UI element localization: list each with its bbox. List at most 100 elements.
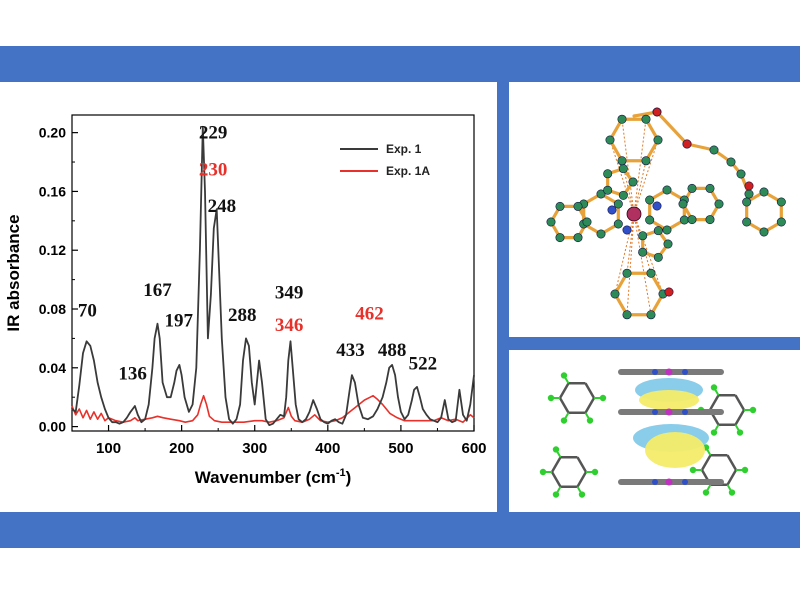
peak-label: 230 [199, 159, 228, 180]
atom [742, 217, 752, 227]
fluorine-atom [741, 466, 749, 474]
atom [705, 215, 715, 225]
atom [628, 177, 638, 187]
atom [641, 114, 651, 124]
fluorine-atom [689, 466, 697, 474]
x-tick-label: 300 [242, 440, 267, 457]
density-lobe-yellow [645, 432, 705, 468]
atom [759, 187, 769, 197]
atom [603, 185, 613, 195]
atom [573, 233, 583, 243]
atom [646, 310, 656, 320]
peak-label: 136 [118, 364, 147, 385]
atom [638, 231, 648, 241]
nitrogen-atom [682, 409, 688, 415]
peak-label: 346 [275, 315, 304, 336]
atom [618, 164, 628, 174]
nitrogen-atom [652, 479, 658, 485]
fluorine-atom [728, 489, 736, 496]
contact-line [609, 139, 635, 215]
atom [744, 189, 754, 199]
contact-line [633, 160, 647, 215]
atom [736, 169, 746, 179]
atom [573, 201, 583, 211]
atom [610, 289, 620, 299]
peak-label: 197 [164, 311, 193, 332]
legend-label-exp1: Exp. 1 [386, 142, 422, 156]
atom [662, 225, 672, 235]
bond [726, 469, 738, 486]
atom [582, 217, 592, 227]
fluorine-atom [591, 468, 599, 476]
atom [546, 217, 556, 227]
density-lobe-yellow [639, 390, 699, 410]
atom [555, 201, 565, 211]
fluorine-atom [578, 491, 586, 498]
atom [617, 114, 627, 124]
atom [638, 247, 648, 257]
x-axis-label: Wavenumber (cm-1) [195, 467, 352, 487]
peak-label: 167 [143, 280, 172, 301]
nitrogen-atom [682, 479, 688, 485]
fluorine-atom [710, 429, 718, 436]
atom [678, 199, 688, 209]
series-line-exp1a [71, 394, 475, 423]
bond [576, 456, 588, 473]
atom [653, 226, 663, 236]
atom [596, 229, 606, 239]
bond [584, 397, 596, 414]
bond [685, 142, 716, 152]
atom [641, 156, 651, 166]
atom [726, 157, 736, 167]
contact-line [626, 213, 635, 274]
metal-atom [665, 408, 673, 416]
fluorine-atom [702, 489, 710, 496]
metal-atom [665, 368, 673, 376]
atom [687, 183, 697, 193]
axis-ticks: 100 200 300 400 500 600 0.00 0.04 0.08 0.12 0.16 0.… [39, 125, 487, 457]
fluorine-atom [547, 394, 555, 402]
y-tick-label: 0.20 [39, 125, 66, 141]
fluorine-atom [560, 372, 568, 379]
bond [655, 110, 689, 146]
atom [744, 181, 754, 191]
peak-label: 288 [228, 305, 257, 326]
contact-line [626, 213, 635, 315]
atom [759, 227, 769, 237]
ir-spectrum-panel: 100 200 300 400 500 600 0.00 0.04 0.08 0.12 0.16 0.… [0, 82, 497, 512]
fluorine-atom [749, 406, 757, 414]
atom [714, 199, 724, 209]
atom [605, 135, 615, 145]
bond [734, 394, 746, 411]
atom [664, 287, 674, 297]
y-tick-label: 0.08 [39, 301, 66, 317]
peak-label: 248 [208, 196, 237, 217]
peak-label: 433 [336, 340, 365, 361]
x-tick-label: 100 [96, 440, 121, 457]
atom [618, 190, 628, 200]
x-tick-label: 400 [315, 440, 340, 457]
atom [603, 169, 613, 179]
atom [682, 139, 692, 149]
molecular-structure-panel [509, 82, 800, 337]
bond [708, 394, 720, 411]
atom [622, 310, 632, 320]
fluorine-atom [560, 417, 568, 424]
peak-label: 488 [378, 340, 407, 361]
atom [617, 156, 627, 166]
fluorine-atom [710, 384, 718, 391]
bond [550, 471, 562, 488]
legend-label-exp1a: Exp. 1A [386, 164, 430, 178]
x-tick-label: 500 [388, 440, 413, 457]
bond [558, 382, 570, 399]
atom [776, 197, 786, 207]
atom [607, 205, 617, 215]
legend: Exp. 1 Exp. 1A [340, 142, 430, 178]
atom [613, 199, 623, 209]
atom [653, 135, 663, 145]
x-tick-label: 600 [461, 440, 486, 457]
bond [734, 409, 746, 426]
atom [776, 217, 786, 227]
peak-labels: 70 136 167 197 229 230 248 288 349 346 462 433 48852… [78, 123, 437, 385]
molecular-structure-drawing [546, 107, 786, 320]
